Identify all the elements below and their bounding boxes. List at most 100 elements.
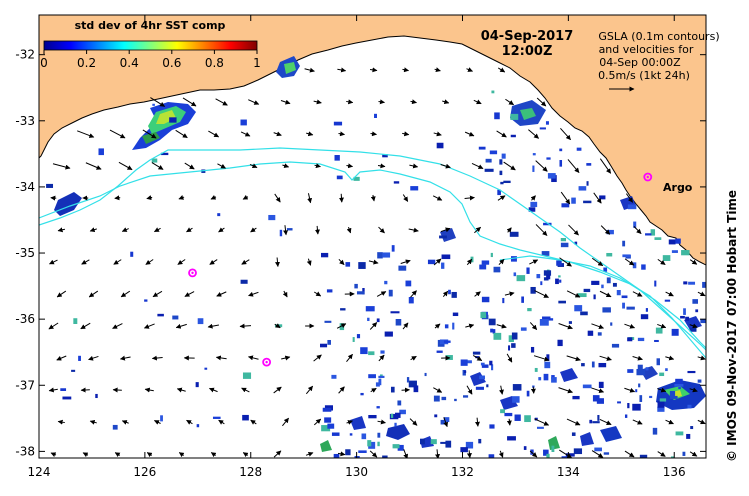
sst-speckle: [682, 451, 686, 456]
sst-speckle: [536, 274, 541, 279]
colorbar: std dev of 4hr SST comp 0 0.2 0.4 0.6 0.8 1: [40, 19, 261, 70]
velocity-arrow: [241, 259, 250, 265]
velocity-arrow: [632, 291, 643, 297]
sst-speckle: [460, 359, 468, 366]
velocity-arrow: [208, 387, 218, 393]
sst-speckle: [479, 264, 487, 270]
sst-speckle: [689, 327, 697, 332]
velocity-arrow: [567, 159, 580, 173]
sst-speckle: [512, 384, 522, 391]
velocity-arrow: [248, 291, 259, 297]
velocity-arrow: [464, 131, 475, 137]
velocity-arrow: [370, 194, 376, 202]
velocity-arrow: [442, 99, 450, 105]
velocity-arrow: [282, 290, 288, 298]
velocity-arrow: [121, 227, 129, 232]
sst-speckle: [512, 396, 520, 403]
velocity-arrow: [472, 355, 483, 361]
sst-speckle: [539, 127, 546, 130]
sst-speckle: [382, 252, 391, 258]
velocity-arrow: [81, 259, 90, 265]
velocity-arrow: [657, 387, 667, 393]
sst-speckle: [397, 444, 404, 451]
velocity-arrow: [599, 158, 612, 174]
velocity-arrow: [80, 322, 91, 330]
velocity-arrow: [114, 195, 121, 201]
velocity-arrow: [697, 291, 706, 297]
sst-speckle: [538, 377, 542, 381]
velocity-arrow: [657, 451, 666, 457]
sst-speckle: [597, 332, 602, 336]
sst-speckle: [695, 309, 699, 313]
sst-speckle: [130, 251, 134, 257]
sst-speckle: [561, 456, 570, 458]
sst-speckle: [504, 412, 513, 417]
velocity-arrow: [498, 258, 505, 266]
sst-speckle: [240, 119, 247, 126]
sst-speckle: [268, 214, 276, 221]
sst-speckle: [602, 307, 611, 313]
velocity-arrow: [151, 162, 164, 170]
velocity-arrow: [432, 195, 443, 201]
velocity-arrow: [346, 99, 354, 105]
sst-speckle: [587, 330, 594, 336]
velocity-arrow: [665, 419, 674, 425]
velocity-arrow: [402, 67, 410, 73]
sst-speckle: [501, 153, 506, 159]
sst-speckle: [574, 305, 583, 312]
velocity-arrow: [378, 99, 385, 105]
sst-speckle: [581, 363, 585, 367]
velocity-arrow: [56, 290, 67, 298]
sst-speckle: [320, 343, 328, 348]
sst-speckle: [526, 390, 530, 397]
sst-speckle: [405, 280, 412, 287]
velocity-arrow: [503, 161, 516, 171]
velocity-arrow: [496, 130, 507, 138]
sst-speckle: [526, 267, 530, 274]
velocity-arrow: [689, 387, 698, 393]
velocity-arrow: [49, 259, 58, 265]
sst-speckle: [356, 291, 365, 295]
sst-speckle: [480, 312, 487, 319]
velocity-arrow: [497, 195, 506, 201]
sst-speckle: [378, 375, 385, 378]
sst-speckle: [489, 360, 493, 366]
sst-speckle: [510, 113, 519, 120]
sst-speckle: [490, 252, 493, 258]
sst-speckle: [454, 398, 457, 402]
velocity-arrow: [689, 259, 698, 265]
velocity-arrow: [274, 193, 281, 203]
sst-speckle: [657, 406, 665, 412]
sst-speckle: [479, 375, 485, 380]
velocity-arrow: [504, 291, 515, 297]
velocity-arrow: [566, 290, 581, 298]
sst-speckle: [410, 186, 419, 191]
sst-speckle: [543, 222, 552, 226]
sst-speckle: [499, 170, 503, 176]
sst-speckle: [144, 299, 148, 302]
sst-speckle: [380, 350, 385, 354]
sst-speckle: [340, 308, 346, 311]
sst-speckle: [632, 403, 641, 411]
velocity-arrow: [498, 450, 504, 458]
sst-speckle: [530, 346, 535, 353]
sst-speckle: [441, 254, 451, 260]
sst-speckle: [555, 278, 559, 285]
sst-speckle: [242, 414, 249, 421]
sst-speckle: [157, 313, 164, 317]
sst-speckle: [582, 384, 592, 389]
velocity-arrow: [369, 67, 378, 73]
argo-label: Argo: [663, 181, 693, 194]
time-label: 12:00Z: [502, 44, 553, 59]
sst-speckle: [443, 340, 451, 343]
velocity-arrow: [274, 323, 281, 329]
velocity-arrow: [210, 194, 217, 200]
velocity-arrow: [377, 419, 386, 425]
velocity-arrow: [624, 387, 636, 393]
velocity-arrow: [216, 291, 227, 297]
sst-speckle: [358, 262, 366, 269]
sst-speckle: [659, 398, 667, 402]
sst-speckle: [460, 447, 468, 453]
sst-speckle: [356, 334, 361, 339]
sst-speckle: [558, 300, 566, 304]
